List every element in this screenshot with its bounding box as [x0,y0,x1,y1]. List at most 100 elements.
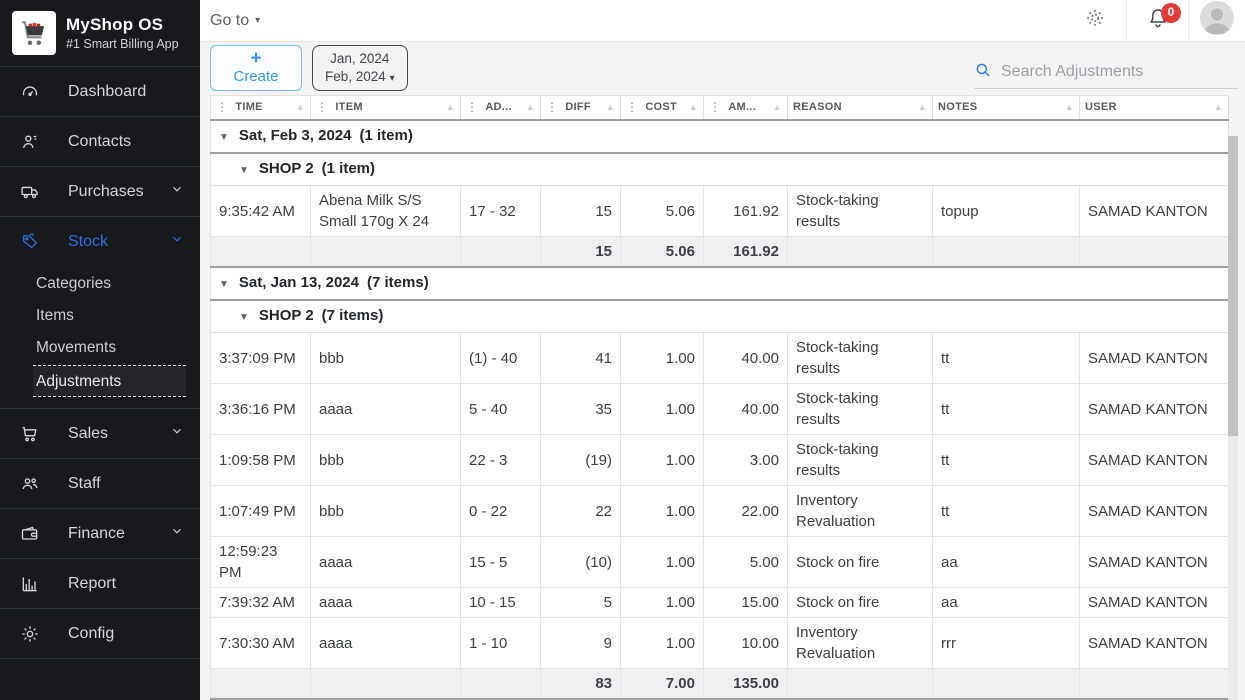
notifications-button[interactable]: 0 [1126,0,1188,41]
vertical-scrollbar[interactable] [1228,136,1238,700]
main-area: Go to ▾ 0 + Create [200,0,1245,700]
drag-handle-icon[interactable]: ⋮ [216,100,229,115]
sidebar-item-label: Config [68,624,115,642]
date-group-header[interactable]: ▼ Sat, Jan 13, 2024 (7 items) [210,266,1229,301]
sidebar-item-items[interactable]: Items [36,307,74,324]
user-menu[interactable] [1188,0,1245,41]
sidebar-item-contacts[interactable]: Contacts [0,116,200,166]
table-row[interactable]: 12:59:23 PM aaaa 15 - 5 (10) 1.00 5.00 S… [210,536,1229,588]
cart-icon [20,423,42,445]
sort-icon[interactable]: ▲ [1064,102,1074,113]
goto-dropdown[interactable]: Go to ▾ [200,0,260,41]
sort-icon[interactable]: ▲ [917,102,927,113]
app-title-block: MyShop OS #1 Smart Billing App [66,15,179,51]
chevron-down-icon: ▾ [389,73,395,85]
subgroup-count: (7 items) [321,307,384,324]
search-box [974,57,1238,89]
sidebar-item-sales[interactable]: Sales [0,408,200,458]
sort-icon[interactable]: ▲ [295,102,305,113]
column-header-user[interactable]: USER ▲ [1079,94,1229,121]
collapse-caret-icon[interactable]: ▼ [219,279,229,290]
sidebar-item-report[interactable]: Report [0,558,200,608]
table-row[interactable]: 9:35:42 AM Abena Milk S/S Small 170g X 2… [210,185,1229,237]
sidebar-item-label: Contacts [68,132,132,150]
bell-icon [1146,6,1170,35]
goto-label: Go to [210,11,250,29]
sidebar-item-staff[interactable]: Staff [0,458,200,508]
theme-toggle-button[interactable] [1064,0,1126,41]
sidebar: MyShop OS #1 Smart Billing App Dashboard… [0,0,200,700]
chevron-down-icon [170,524,184,543]
shop-group-header[interactable]: ▼ SHOP 2 (1 item) [210,152,1229,186]
sort-icon[interactable]: ▲ [525,102,535,113]
sidebar-item-dashboard[interactable]: Dashboard [0,66,200,116]
sidebar-item-label: Finance [68,524,125,542]
drag-handle-icon[interactable]: ⋮ [466,100,479,115]
date-range-filter[interactable]: Jan, 2024 Feb, 2024 ▾ [312,45,408,92]
search-input[interactable] [1001,63,1226,81]
sidebar-item-adjustments[interactable]: Adjustments [33,365,186,397]
sort-icon[interactable]: ▲ [605,102,615,113]
shop-group-header[interactable]: ▼ SHOP 2 (7 items) [210,299,1229,333]
adjustments-table: ⋮ TIME ▲ ⋮ ITEM ▲ ⋮ AD... ▲ ⋮ DIFF ▲ ⋮ COST ▲ ⋮ AM.… [210,94,1229,700]
sun-icon [1084,7,1106,34]
column-header-reason[interactable]: REASON ▲ [787,94,933,121]
contacts-icon [20,131,42,153]
create-button[interactable]: + Create [210,45,302,92]
tag-icon [20,231,42,253]
gear-icon [20,623,42,645]
scrollbar-thumb[interactable] [1228,136,1238,436]
sidebar-item-categories[interactable]: Categories [36,275,111,292]
gauge-icon [20,81,42,103]
notification-count-badge: 0 [1161,3,1181,23]
sort-icon[interactable]: ▲ [688,102,698,113]
sidebar-item-movements[interactable]: Movements [36,339,117,356]
date-group-header[interactable]: ▼ Sat, Feb 3, 2024 (1 item) [210,119,1229,154]
table-row[interactable]: 1:07:49 PM bbb 0 - 22 22 1.00 22.00 Inve… [210,485,1229,537]
sidebar-item-purchases[interactable]: Purchases [0,166,200,216]
sort-icon[interactable]: ▲ [772,102,782,113]
sidebar-item-label: Stock [68,232,109,250]
plus-icon: + [250,48,262,70]
truck-icon [20,181,42,203]
date-range-start: Jan, 2024 [330,51,390,67]
sidebar-item-config[interactable]: Config [0,608,200,658]
table-row[interactable]: 3:37:09 PM bbb (1) - 40 41 1.00 40.00 St… [210,332,1229,384]
table-row[interactable]: 1:09:58 PM bbb 22 - 3 (19) 1.00 3.00 Sto… [210,434,1229,486]
app-logo-row[interactable]: MyShop OS #1 Smart Billing App [0,0,200,66]
people-icon [20,473,42,495]
column-header-amount[interactable]: ⋮ AM... ▲ [703,94,788,121]
shopping-cart-logo-icon [12,11,56,55]
drag-handle-icon[interactable]: ⋮ [626,100,639,115]
subgroup-count: (1 item) [321,160,375,177]
sort-icon[interactable]: ▲ [1213,102,1223,113]
sidebar-item-stock[interactable]: Stock [0,216,200,266]
sidebar-bottom-divider [0,658,200,659]
column-header-diff[interactable]: ⋮ DIFF ▲ [540,94,621,121]
column-header-notes[interactable]: NOTES ▲ [932,94,1080,121]
app-title: MyShop OS [66,15,164,34]
collapse-caret-icon[interactable]: ▼ [239,165,249,176]
sidebar-item-label: Staff [68,474,101,492]
table-row[interactable]: 7:30:30 AM aaaa 1 - 10 9 1.00 10.00 Inve… [210,617,1229,669]
topbar-actions: 0 [1064,0,1245,41]
column-header-adjustment[interactable]: ⋮ AD... ▲ [460,94,541,121]
sidebar-item-finance[interactable]: Finance [0,508,200,558]
subgroup-name: SHOP 2 [258,307,314,324]
column-header-time[interactable]: ⋮ TIME ▲ [210,94,311,121]
bar-chart-icon [20,573,42,595]
sort-icon[interactable]: ▲ [445,102,455,113]
column-header-cost[interactable]: ⋮ COST ▲ [620,94,704,121]
group-date: Sat, Feb 3, 2024 [238,127,352,144]
collapse-caret-icon[interactable]: ▼ [239,312,249,323]
collapse-caret-icon[interactable]: ▼ [219,132,229,143]
chevron-down-icon [170,232,184,251]
drag-handle-icon[interactable]: ⋮ [316,100,329,115]
toolbar: + Create Jan, 2024 Feb, 2024 ▾ [200,42,1245,95]
drag-handle-icon[interactable]: ⋮ [709,100,722,115]
drag-handle-icon[interactable]: ⋮ [546,100,559,115]
table-row[interactable]: 3:36:16 PM aaaa 5 - 40 35 1.00 40.00 Sto… [210,383,1229,435]
sidebar-item-label: Report [68,574,117,592]
table-row[interactable]: 7:39:32 AM aaaa 10 - 15 5 1.00 15.00 Sto… [210,587,1229,618]
column-header-item[interactable]: ⋮ ITEM ▲ [310,94,461,121]
